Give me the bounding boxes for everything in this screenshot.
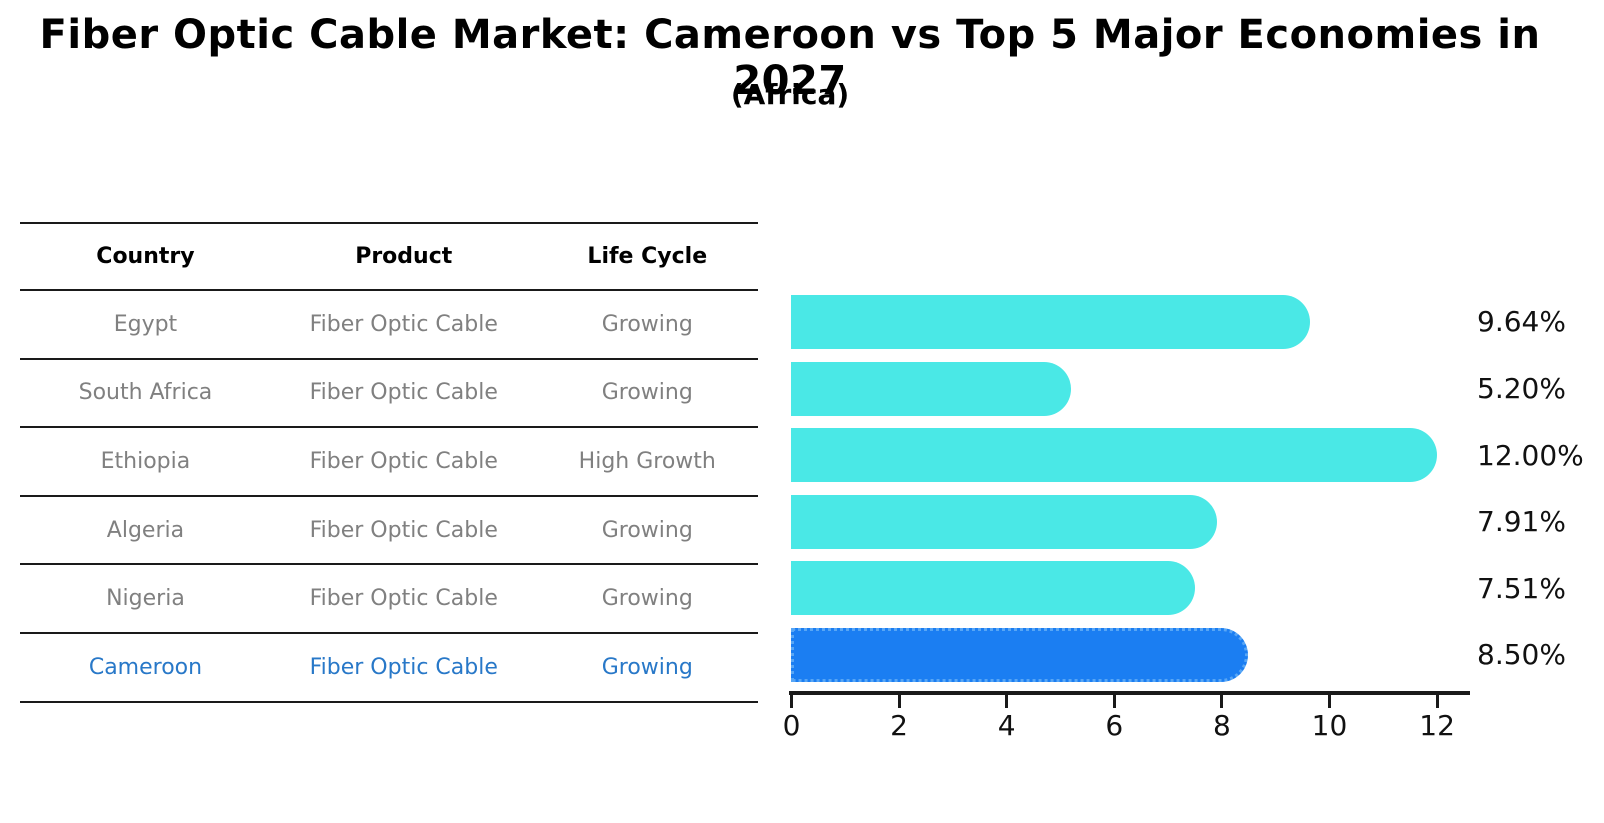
table-cell-life-cycle: Growing xyxy=(601,380,693,406)
table-cell-life-cycle: Growing xyxy=(601,654,693,680)
bar-south-africa xyxy=(791,361,1071,416)
table-row: Algeria Fiber Optic Cable Growing xyxy=(20,497,758,566)
table-cell-country: Algeria xyxy=(106,517,185,543)
bar-algeria xyxy=(791,494,1217,549)
x-axis-tick-label: 10 xyxy=(1311,709,1348,742)
bar-value-label: 7.91% xyxy=(1477,505,1566,539)
bar-value-label: 5.20% xyxy=(1477,371,1566,405)
bar-value-label: 12.00% xyxy=(1477,438,1584,472)
x-axis-tick-label: 8 xyxy=(1212,709,1231,742)
table-cell-life-cycle: Growing xyxy=(601,311,693,337)
table-row: South Africa Fiber Optic Cable Growing xyxy=(20,360,758,429)
table-row: Egypt Fiber Optic Cable Growing xyxy=(20,291,758,360)
country-table: Country Product Life Cycle Egypt Fiber Op… xyxy=(20,222,758,703)
x-axis-tick-label: 6 xyxy=(1105,709,1124,742)
bar-nigeria xyxy=(791,561,1196,616)
x-axis-tick-label: 0 xyxy=(782,709,801,742)
x-axis-tick xyxy=(1220,695,1224,708)
x-axis-line xyxy=(789,691,1470,695)
table-cell-product: Fiber Optic Cable xyxy=(309,654,498,680)
table-row: Cameroon Fiber Optic Cable Growing xyxy=(20,634,758,703)
table-header-life-cycle: Life Cycle xyxy=(587,244,708,269)
chart-title: Fiber Optic Cable Market: Cameroon vs To… xyxy=(39,12,1541,104)
x-axis-tick-label: 12 xyxy=(1419,709,1455,742)
x-axis-tick xyxy=(1435,695,1439,708)
table-cell-life-cycle: Growing xyxy=(601,586,693,612)
table-cell-life-cycle: High Growth xyxy=(578,448,716,474)
table-cell-country: Ethiopia xyxy=(100,448,191,474)
table-row: Nigeria Fiber Optic Cable Growing xyxy=(20,565,758,634)
bar-egypt xyxy=(791,295,1310,349)
table-cell-life-cycle: Growing xyxy=(601,517,693,543)
x-axis-tick-label: 4 xyxy=(997,709,1016,742)
bar-cameroon xyxy=(791,628,1249,682)
table-cell-product: Fiber Optic Cable xyxy=(309,311,498,337)
table-header-row: Country Product Life Cycle xyxy=(20,224,758,291)
table-cell-country: Nigeria xyxy=(106,586,185,612)
table-cell-country: Egypt xyxy=(113,311,178,337)
table-cell-product: Fiber Optic Cable xyxy=(309,586,498,612)
x-axis-tick xyxy=(897,695,901,708)
x-axis-tick xyxy=(790,695,793,708)
bar-value-label: 9.64% xyxy=(1477,305,1566,339)
table-header-product: Product xyxy=(355,244,453,269)
bar-ethiopia xyxy=(791,428,1437,483)
chart-subtitle: (Africa) xyxy=(730,78,850,111)
table-row: Ethiopia Fiber Optic Cable High Growth xyxy=(20,428,758,497)
bar-value-label: 7.51% xyxy=(1477,571,1566,605)
table-cell-product: Fiber Optic Cable xyxy=(309,448,498,474)
x-axis-tick xyxy=(1328,695,1331,708)
table-cell-country: Cameroon xyxy=(88,654,203,680)
x-axis-tick xyxy=(1005,695,1009,708)
x-axis-tick-label: 2 xyxy=(890,709,908,742)
table-cell-product: Fiber Optic Cable xyxy=(309,380,498,406)
table-header-country: Country xyxy=(96,244,195,269)
x-axis-tick xyxy=(1112,695,1116,708)
bar-value-label: 8.50% xyxy=(1477,638,1566,672)
table-cell-country: South Africa xyxy=(78,380,213,406)
table-cell-product: Fiber Optic Cable xyxy=(309,517,498,543)
